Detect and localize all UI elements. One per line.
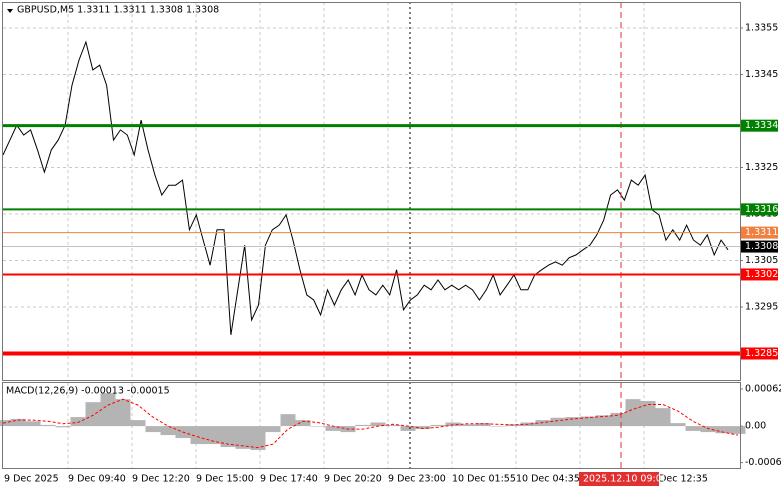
level-label-bg	[741, 119, 778, 132]
macd-bar	[250, 426, 266, 451]
level-label: 1.3311	[745, 227, 778, 238]
x-tick-label: 9 Dec 2025	[4, 474, 59, 485]
macd-bar	[145, 426, 161, 433]
macd-bar	[430, 424, 446, 427]
macd-bar	[25, 421, 41, 427]
x-tick-label: 9 Dec 23:00	[388, 474, 446, 485]
macd-bar	[610, 412, 626, 427]
y2-tick-label: 0.00062	[745, 383, 781, 394]
x-tick-label: 10 Dec 04:35	[516, 474, 580, 485]
level-label: 1.3334	[745, 120, 778, 131]
x-tick-label: 10 Dec 01:55	[452, 474, 516, 485]
level-label-bg	[741, 347, 778, 360]
macd-bar	[70, 417, 86, 427]
main-frame	[2, 2, 741, 381]
x-tick-label: 9 Dec 09:40	[68, 474, 126, 485]
macd-bar	[400, 426, 416, 431]
macd-bar	[715, 426, 731, 434]
macd-bar	[235, 426, 251, 449]
y-tick-label: 1.3295	[745, 302, 778, 313]
price-line	[2, 40, 729, 335]
macd-bar	[85, 402, 101, 427]
y-tick-label: 1.3355	[745, 23, 778, 34]
x-tick-label: 9 Dec 15:00	[196, 474, 254, 485]
macd-signal	[2, 398, 739, 449]
macd-title: MACD(12,26,9) -0.00013 -0.00015	[6, 386, 170, 397]
macd-bar	[385, 424, 401, 427]
level-label-bg	[741, 268, 778, 281]
macd-bar	[580, 416, 596, 427]
macd-bar	[535, 420, 551, 427]
x-tick-label: 9 Dec 17:40	[260, 474, 318, 485]
plot	[0, 40, 746, 451]
macd-bar	[475, 423, 491, 427]
macd-bar	[130, 420, 146, 427]
macd-bar	[730, 426, 746, 434]
macd-bar	[550, 417, 566, 427]
macd-bar	[625, 399, 641, 427]
macd-bar	[325, 426, 341, 431]
macd-bar	[700, 426, 716, 433]
crosshair-time-bg	[579, 472, 659, 486]
macd-bar	[115, 399, 131, 427]
macd-bar	[190, 426, 206, 445]
macd-bar	[160, 426, 176, 436]
x-tick-label: 9 Dec 20:20	[324, 474, 382, 485]
macd-bar	[490, 426, 506, 427]
level-label-bg	[741, 203, 778, 216]
macd-bar	[685, 426, 701, 431]
overlay: 1.3334 1.3316 1.3311 1.3308 1.3302 1.3285 2025…	[3, 119, 778, 486]
y-tick-label: 1.3325	[745, 162, 778, 173]
macd-bar	[220, 426, 236, 448]
macd-bar	[415, 426, 431, 430]
macd-bar	[280, 414, 296, 427]
x-tick-label: 9 Dec 12:20	[132, 474, 190, 485]
macd-bar	[370, 422, 386, 427]
macd-bar	[655, 408, 671, 427]
level-label: 1.3285	[745, 348, 778, 359]
macd-bar	[10, 418, 26, 427]
macd-bar	[265, 426, 281, 433]
macd-bar	[310, 426, 326, 427]
y2-tick-label: 0.00	[745, 421, 766, 432]
chart-title: GBPUSD,M5 1.3311 1.3311 1.3308 1.3308	[17, 5, 219, 16]
level-label: 1.3302	[745, 269, 778, 280]
y-tick-label: 1.3345	[745, 69, 778, 80]
macd-bar	[595, 415, 611, 427]
y-tick-label: 1.3305	[745, 255, 778, 266]
macd-bar	[40, 424, 56, 427]
symbol-icon	[7, 9, 13, 13]
macd-bar	[670, 423, 686, 427]
macd-frame	[2, 382, 741, 469]
crosshair-time: 2025.12.10 09:00	[583, 474, 668, 485]
macd-bar	[295, 420, 311, 427]
macd-bar	[55, 426, 71, 428]
level-label: 1.3308	[745, 241, 778, 252]
level-label: 1.3316	[745, 204, 778, 215]
macd-bar	[445, 422, 461, 427]
macd-bar	[640, 400, 656, 427]
macd-bar	[100, 393, 116, 427]
level-label-bg	[741, 226, 778, 239]
x-tick-label: 10 Dec 12:35	[644, 474, 708, 485]
macd-bar	[565, 417, 581, 427]
macd-bar	[355, 424, 371, 427]
level-label-bg	[741, 240, 778, 253]
macd-bar	[460, 424, 476, 427]
